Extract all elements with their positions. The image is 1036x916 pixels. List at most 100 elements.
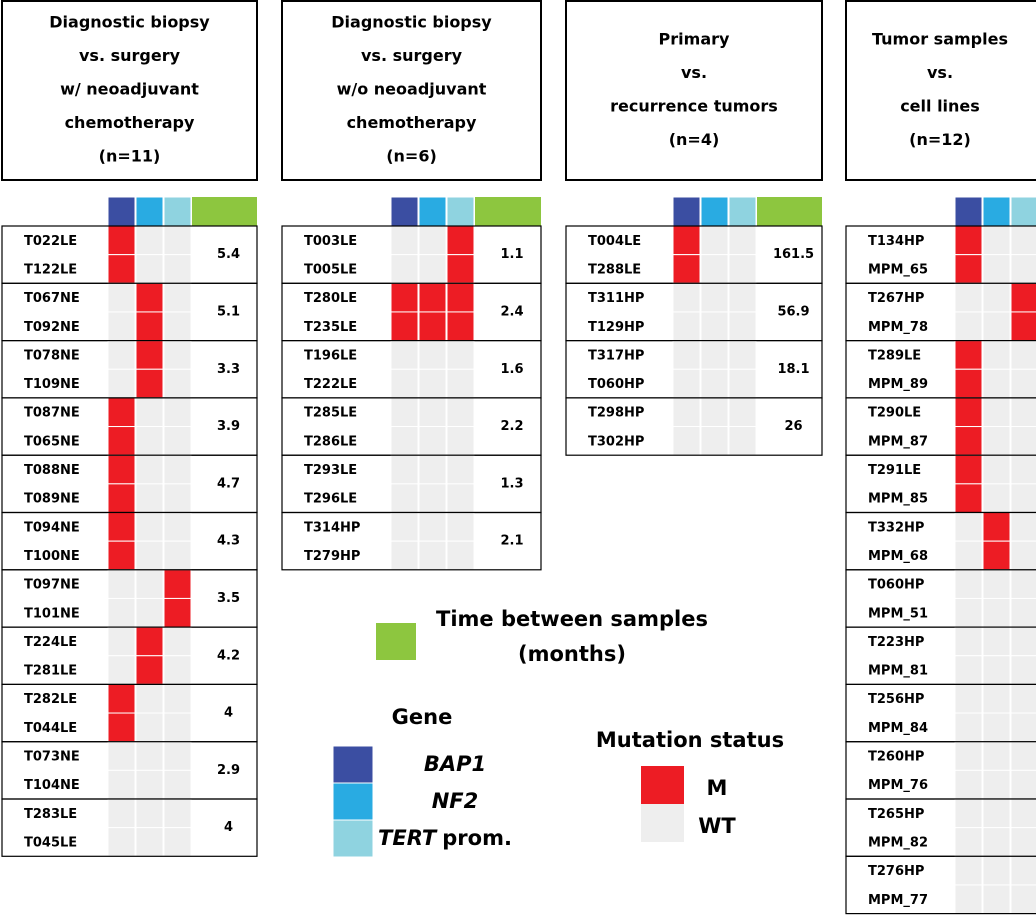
status-cell bbox=[163, 540, 192, 571]
status-cell bbox=[135, 569, 164, 599]
time-value: 4 bbox=[224, 820, 233, 835]
status-cell bbox=[107, 683, 136, 714]
status-cell bbox=[446, 368, 475, 399]
status-cell bbox=[1010, 512, 1036, 542]
status-cell bbox=[954, 311, 983, 342]
sample-label: MPM_65 bbox=[868, 262, 928, 277]
sample-label: T276HP bbox=[868, 864, 924, 879]
status-cell bbox=[163, 769, 192, 800]
status-cell bbox=[1010, 855, 1036, 886]
gene-header-cell bbox=[446, 196, 475, 227]
status-cell bbox=[163, 483, 192, 514]
status-cell bbox=[1010, 254, 1036, 284]
sample-label: T089NE bbox=[24, 492, 80, 507]
status-cell bbox=[982, 426, 1011, 456]
status-cell bbox=[135, 769, 164, 800]
panel-title: (n=4) bbox=[669, 130, 720, 149]
gene-header-cell bbox=[135, 196, 164, 227]
status-cell bbox=[107, 712, 136, 743]
status-cell bbox=[700, 311, 729, 342]
status-cell bbox=[107, 540, 136, 571]
sample-label: T281LE bbox=[24, 664, 77, 679]
status-cell bbox=[107, 282, 136, 313]
sample-label: T293LE bbox=[304, 463, 357, 478]
status-cell bbox=[982, 540, 1011, 571]
time-header-cell bbox=[192, 197, 257, 226]
sample-label: T196LE bbox=[304, 348, 357, 363]
status-cell bbox=[135, 512, 164, 542]
time-value: 161.5 bbox=[773, 247, 814, 262]
status-cell bbox=[728, 426, 757, 456]
status-cell bbox=[107, 454, 136, 485]
status-cell bbox=[390, 512, 419, 542]
panel-title: chemotherapy bbox=[65, 113, 195, 132]
status-cell bbox=[982, 769, 1011, 800]
sample-label: T078NE bbox=[24, 348, 80, 363]
sample-label: T109NE bbox=[24, 377, 80, 392]
sample-label: T088NE bbox=[24, 463, 80, 478]
gene-name: BAP1 bbox=[424, 752, 486, 776]
status-cell bbox=[135, 397, 164, 428]
sample-label: T256HP bbox=[868, 692, 924, 707]
gene-legend-label: TERT prom. bbox=[378, 826, 512, 850]
status-cell bbox=[135, 311, 164, 342]
status-cell bbox=[728, 282, 757, 313]
status-cell bbox=[954, 483, 983, 514]
status-cell bbox=[107, 254, 136, 284]
status-cell bbox=[163, 827, 192, 857]
sample-label: T222LE bbox=[304, 377, 357, 392]
status-cell bbox=[418, 540, 447, 571]
sample-label: T122LE bbox=[24, 262, 77, 277]
status-cell bbox=[672, 254, 701, 284]
status-cell bbox=[446, 225, 475, 256]
status-cell bbox=[135, 827, 164, 857]
status-cell bbox=[954, 569, 983, 599]
panel-title: (n=11) bbox=[99, 147, 161, 166]
gene-legend-label: BAP1 bbox=[424, 752, 486, 776]
status-cell bbox=[1010, 225, 1036, 256]
status-cell bbox=[446, 397, 475, 428]
status-cell bbox=[728, 311, 757, 342]
panel-title: Diagnostic biopsy bbox=[49, 13, 210, 32]
status-cell bbox=[446, 340, 475, 370]
sample-label: MPM_87 bbox=[868, 434, 928, 449]
status-cell bbox=[954, 397, 983, 428]
sample-label: T279HP bbox=[304, 549, 360, 564]
status-cell bbox=[418, 454, 447, 485]
status-cell bbox=[1010, 540, 1036, 571]
sample-label: T291LE bbox=[868, 463, 921, 478]
sample-label: T290LE bbox=[868, 406, 921, 421]
status-cell bbox=[728, 225, 757, 256]
status-cell bbox=[1010, 884, 1036, 915]
pair-box bbox=[1, 798, 258, 857]
panel-title: w/ neoadjuvant bbox=[60, 80, 199, 99]
status-cell bbox=[446, 454, 475, 485]
sample-label: T004LE bbox=[588, 234, 641, 249]
sample-label: MPM_89 bbox=[868, 377, 928, 392]
status-cell bbox=[954, 798, 983, 829]
sample-label: T022LE bbox=[24, 234, 77, 249]
status-cell bbox=[1010, 368, 1036, 399]
gene-swatch bbox=[332, 782, 374, 821]
sample-label: T045LE bbox=[24, 835, 77, 850]
status-cell bbox=[418, 254, 447, 284]
sample-label: MPM_84 bbox=[868, 721, 928, 736]
status-cell bbox=[954, 827, 983, 857]
sample-label: T101NE bbox=[24, 606, 80, 621]
status-cell bbox=[954, 855, 983, 886]
status-cell bbox=[418, 225, 447, 256]
gene-header-cell bbox=[982, 196, 1011, 227]
status-cell bbox=[954, 683, 983, 714]
status-cell bbox=[390, 454, 419, 485]
sample-label: T235LE bbox=[304, 320, 357, 335]
sample-label: T296LE bbox=[304, 492, 357, 507]
status-cell bbox=[107, 741, 136, 771]
time-value: 1.3 bbox=[500, 476, 523, 491]
status-cell bbox=[163, 397, 192, 428]
status-cell bbox=[982, 340, 1011, 370]
panel-title: vs. bbox=[681, 63, 707, 82]
status-cell bbox=[163, 512, 192, 542]
sample-label: T129HP bbox=[588, 320, 644, 335]
status-cell bbox=[982, 741, 1011, 771]
status-cell bbox=[954, 454, 983, 485]
